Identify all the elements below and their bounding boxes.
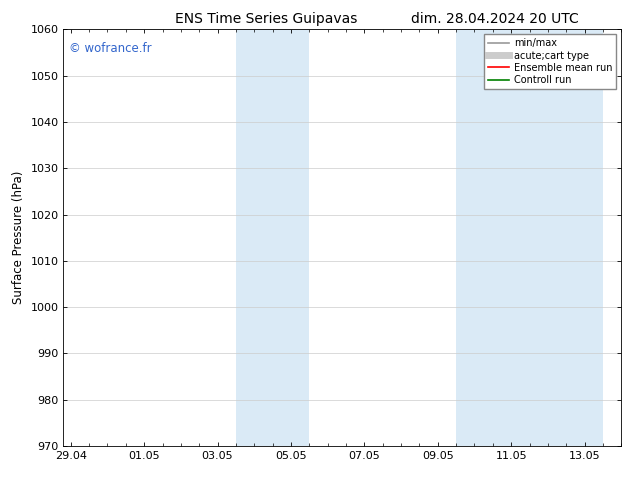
Bar [456, 29, 603, 446]
Text: dim. 28.04.2024 20 UTC: dim. 28.04.2024 20 UTC [411, 12, 578, 26]
Text: © wofrance.fr: © wofrance.fr [69, 42, 152, 55]
Legend: min/max, acute;cart type, Ensemble mean run, Controll run: min/max, acute;cart type, Ensemble mean … [484, 34, 616, 89]
Y-axis label: Surface Pressure (hPa): Surface Pressure (hPa) [12, 171, 25, 304]
Bar [236, 29, 309, 446]
Text: ENS Time Series Guipavas: ENS Time Series Guipavas [175, 12, 358, 26]
